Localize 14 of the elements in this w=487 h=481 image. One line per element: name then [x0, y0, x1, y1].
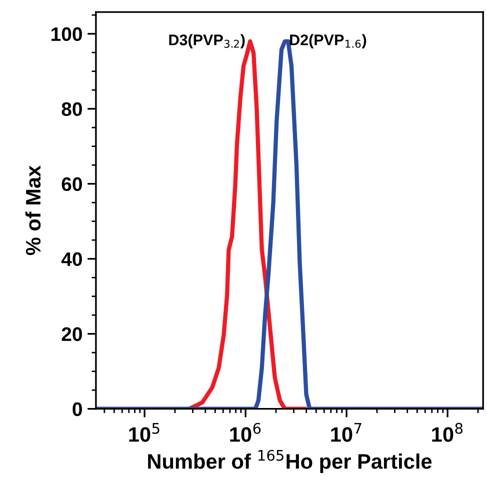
- x-tick-label: 10$^{5}$: [129, 423, 160, 442]
- x-tick-label: 10$^{8}$: [432, 422, 463, 442]
- y-tick-label: 60: [62, 177, 82, 192]
- series-label: D2(PVP$_{1.6}$): [290, 34, 366, 48]
- x-axis-title: Number of $^{165}$Ho per Particle: [148, 450, 432, 473]
- y-tick-label: 40: [61, 252, 82, 266]
- x-tick-label: 10$^{6}$: [230, 422, 261, 442]
- y-tick-label: 0: [72, 402, 82, 416]
- y-tick-label: 20: [62, 327, 82, 342]
- y-tick-label: 100: [52, 27, 82, 42]
- series-label: D3(PVP$_{3.2}$): [169, 34, 245, 48]
- x-tick-label: 10$^{7}$: [331, 423, 362, 442]
- y-tick-label: 80: [62, 102, 82, 116]
- y-axis-title: % of Max: [25, 165, 41, 256]
